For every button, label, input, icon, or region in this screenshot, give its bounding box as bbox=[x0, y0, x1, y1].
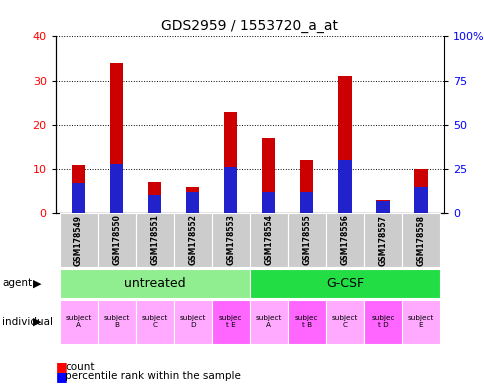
Text: subject
B: subject B bbox=[103, 315, 130, 328]
Bar bbox=[261, 138, 275, 213]
FancyBboxPatch shape bbox=[249, 213, 287, 267]
Text: individual: individual bbox=[2, 316, 53, 327]
Bar bbox=[110, 63, 123, 213]
Text: subject
C: subject C bbox=[141, 315, 167, 328]
Text: G-CSF: G-CSF bbox=[325, 277, 363, 290]
FancyBboxPatch shape bbox=[136, 213, 173, 267]
FancyBboxPatch shape bbox=[287, 300, 325, 344]
Bar bbox=[148, 182, 161, 213]
FancyBboxPatch shape bbox=[60, 269, 249, 298]
Bar bbox=[224, 167, 237, 213]
Bar bbox=[413, 187, 427, 213]
FancyBboxPatch shape bbox=[401, 300, 439, 344]
Text: ▶: ▶ bbox=[33, 316, 42, 327]
Bar bbox=[72, 183, 85, 213]
FancyBboxPatch shape bbox=[212, 300, 249, 344]
FancyBboxPatch shape bbox=[287, 213, 325, 267]
Text: GSM178552: GSM178552 bbox=[188, 215, 197, 265]
Text: GSM178558: GSM178558 bbox=[416, 215, 424, 265]
Bar bbox=[337, 76, 351, 213]
FancyBboxPatch shape bbox=[401, 213, 439, 267]
Text: GSM178554: GSM178554 bbox=[264, 215, 272, 265]
FancyBboxPatch shape bbox=[173, 213, 212, 267]
Bar bbox=[413, 169, 427, 213]
Bar bbox=[72, 165, 85, 213]
Text: subject
D: subject D bbox=[179, 315, 206, 328]
Bar bbox=[300, 160, 313, 213]
Text: subject
E: subject E bbox=[407, 315, 433, 328]
Text: untreated: untreated bbox=[123, 277, 185, 290]
FancyBboxPatch shape bbox=[173, 300, 212, 344]
Text: GSM178550: GSM178550 bbox=[112, 215, 121, 265]
Title: GDS2959 / 1553720_a_at: GDS2959 / 1553720_a_at bbox=[161, 19, 337, 33]
Bar bbox=[186, 192, 199, 213]
FancyBboxPatch shape bbox=[60, 300, 97, 344]
FancyBboxPatch shape bbox=[212, 213, 249, 267]
FancyBboxPatch shape bbox=[363, 300, 401, 344]
Bar bbox=[300, 192, 313, 213]
Text: ▶: ▶ bbox=[33, 278, 42, 288]
Text: GSM178549: GSM178549 bbox=[74, 215, 83, 265]
Bar bbox=[186, 187, 199, 213]
Text: subjec
t D: subjec t D bbox=[370, 315, 394, 328]
Text: GSM178555: GSM178555 bbox=[302, 215, 311, 265]
Text: subjec
t B: subjec t B bbox=[294, 315, 318, 328]
Bar bbox=[337, 160, 351, 213]
Bar bbox=[148, 195, 161, 213]
Text: percentile rank within the sample: percentile rank within the sample bbox=[65, 371, 241, 381]
FancyBboxPatch shape bbox=[249, 300, 287, 344]
Bar bbox=[376, 200, 389, 213]
FancyBboxPatch shape bbox=[60, 213, 97, 267]
Text: subject
C: subject C bbox=[331, 315, 357, 328]
FancyBboxPatch shape bbox=[136, 300, 173, 344]
FancyBboxPatch shape bbox=[97, 300, 136, 344]
Text: GSM178551: GSM178551 bbox=[150, 215, 159, 265]
Text: subject
A: subject A bbox=[255, 315, 281, 328]
Text: agent: agent bbox=[2, 278, 32, 288]
FancyBboxPatch shape bbox=[363, 213, 401, 267]
FancyBboxPatch shape bbox=[97, 213, 136, 267]
Text: ■: ■ bbox=[56, 370, 67, 383]
Text: GSM178556: GSM178556 bbox=[340, 215, 348, 265]
Bar bbox=[261, 192, 275, 213]
Text: GSM178553: GSM178553 bbox=[226, 215, 235, 265]
Bar bbox=[376, 201, 389, 213]
FancyBboxPatch shape bbox=[249, 269, 439, 298]
Text: subject
A: subject A bbox=[65, 315, 91, 328]
Bar bbox=[110, 164, 123, 213]
FancyBboxPatch shape bbox=[325, 300, 363, 344]
Text: GSM178557: GSM178557 bbox=[378, 215, 387, 265]
Text: count: count bbox=[65, 362, 95, 372]
Text: subjec
t E: subjec t E bbox=[219, 315, 242, 328]
FancyBboxPatch shape bbox=[325, 213, 363, 267]
Text: ■: ■ bbox=[56, 360, 67, 373]
Bar bbox=[224, 112, 237, 213]
